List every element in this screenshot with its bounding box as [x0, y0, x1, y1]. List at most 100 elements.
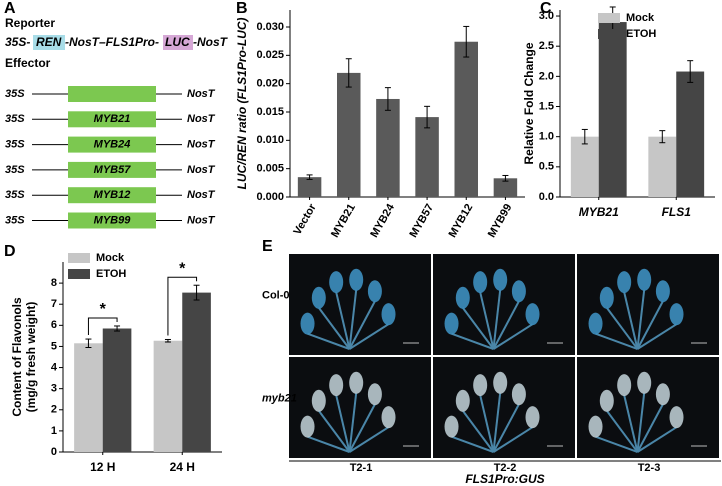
y-axis-title: Content of Flavonols	[10, 297, 24, 417]
flower	[511, 280, 526, 303]
reporter-title: Reporter	[5, 16, 55, 30]
legend-swatch	[68, 253, 90, 263]
stem	[348, 426, 390, 453]
y-tick-label: 1	[51, 425, 57, 437]
promoter: 35S	[5, 164, 25, 176]
terminator: NosT	[187, 214, 216, 226]
x-tick-label: 12 H	[90, 460, 115, 474]
x-tick-label: Vector	[291, 201, 319, 237]
flower	[444, 312, 459, 335]
promoter: 35S	[5, 88, 25, 100]
stem	[636, 323, 678, 350]
reporter-part: LUC	[165, 35, 190, 49]
stem	[492, 300, 520, 350]
stem	[318, 410, 351, 453]
y-axis-title: LUC/REN ratio (FLS1Pro-LUC)	[235, 18, 249, 190]
x-tick-label: MYB99	[486, 202, 515, 240]
flower	[349, 268, 364, 291]
y-tick-label: 3.0	[539, 10, 554, 22]
x-tick-label: 24 H	[170, 460, 195, 474]
y-tick-label: 0	[51, 446, 57, 458]
photo	[289, 357, 431, 458]
y-tick-label: 1.5	[539, 100, 554, 112]
x-tick-label: FLS1	[662, 205, 692, 219]
column-label: T2-3	[638, 462, 661, 474]
terminator: NosT	[187, 164, 216, 176]
gene: MYB12	[94, 189, 131, 201]
gene: MYB99	[94, 214, 132, 226]
y-tick-label: 7	[51, 298, 57, 310]
y-tick-label: 0.010	[256, 134, 284, 146]
column-label: T2-1	[350, 462, 373, 474]
stem	[335, 394, 351, 453]
legend-label: Mock	[626, 12, 655, 24]
stem	[595, 435, 638, 453]
y-tick-label: 2.5	[539, 40, 554, 52]
legend-label: ETOH	[96, 268, 126, 280]
terminator: NosT	[187, 88, 216, 100]
flower	[473, 271, 488, 294]
x-tick-label: MYB21	[579, 205, 619, 219]
terminator: NosT	[187, 189, 216, 201]
flower	[493, 371, 508, 394]
stem	[492, 392, 502, 453]
y-tick-label: 4	[51, 361, 58, 373]
gene: MYB24	[94, 139, 131, 151]
flower	[300, 312, 315, 335]
flower	[473, 374, 488, 397]
stem	[348, 300, 376, 350]
stem	[636, 289, 646, 350]
flower	[588, 415, 603, 438]
bar	[376, 98, 400, 197]
stem	[479, 394, 495, 453]
panel-label: E	[262, 238, 273, 255]
stem	[606, 410, 639, 453]
luc-box	[163, 35, 193, 50]
flower	[329, 271, 344, 294]
x-tick-label: MYB21	[329, 202, 358, 240]
legend-swatch	[598, 13, 620, 23]
y-tick-label: 0.020	[256, 78, 284, 90]
bar	[297, 177, 322, 197]
flower	[455, 389, 470, 412]
stem	[595, 332, 638, 350]
bar	[74, 343, 103, 452]
flower	[300, 415, 315, 438]
flower	[493, 268, 508, 291]
flower	[311, 286, 326, 309]
bar	[648, 136, 677, 197]
legend-swatch	[68, 269, 90, 279]
stem	[335, 291, 351, 350]
photo	[289, 254, 431, 355]
flower	[455, 286, 470, 309]
photo	[577, 254, 719, 355]
stem	[348, 289, 358, 350]
stem	[307, 435, 350, 453]
flower	[669, 303, 684, 326]
gene-box	[68, 161, 156, 178]
flower	[655, 383, 670, 406]
photo-panel: T2-1 T2-2 T2-3 Col-0 myb21 FLS1Pro:GUS	[262, 254, 721, 486]
y-tick-label: 0.015	[256, 106, 284, 118]
bar	[182, 292, 211, 452]
stem	[451, 435, 494, 453]
legend-swatch	[598, 29, 620, 39]
stem	[492, 289, 502, 350]
significance-bracket	[87, 317, 118, 336]
row-label: myb21	[262, 392, 297, 404]
flower	[617, 374, 632, 397]
flower	[617, 271, 632, 294]
flower	[637, 268, 652, 291]
y-tick-label: 8	[51, 277, 57, 289]
flower	[599, 389, 614, 412]
stem	[636, 426, 678, 453]
reporter-part: REN	[36, 35, 62, 49]
bar	[598, 22, 627, 198]
column-label: T2-2	[494, 462, 517, 474]
gene: MYB57	[94, 164, 132, 176]
legend-label: ETOH	[626, 28, 656, 40]
y-tick-label: 6	[51, 319, 57, 331]
y-tick-label: 1.0	[539, 131, 554, 143]
flower	[525, 406, 540, 429]
stem	[636, 403, 664, 453]
